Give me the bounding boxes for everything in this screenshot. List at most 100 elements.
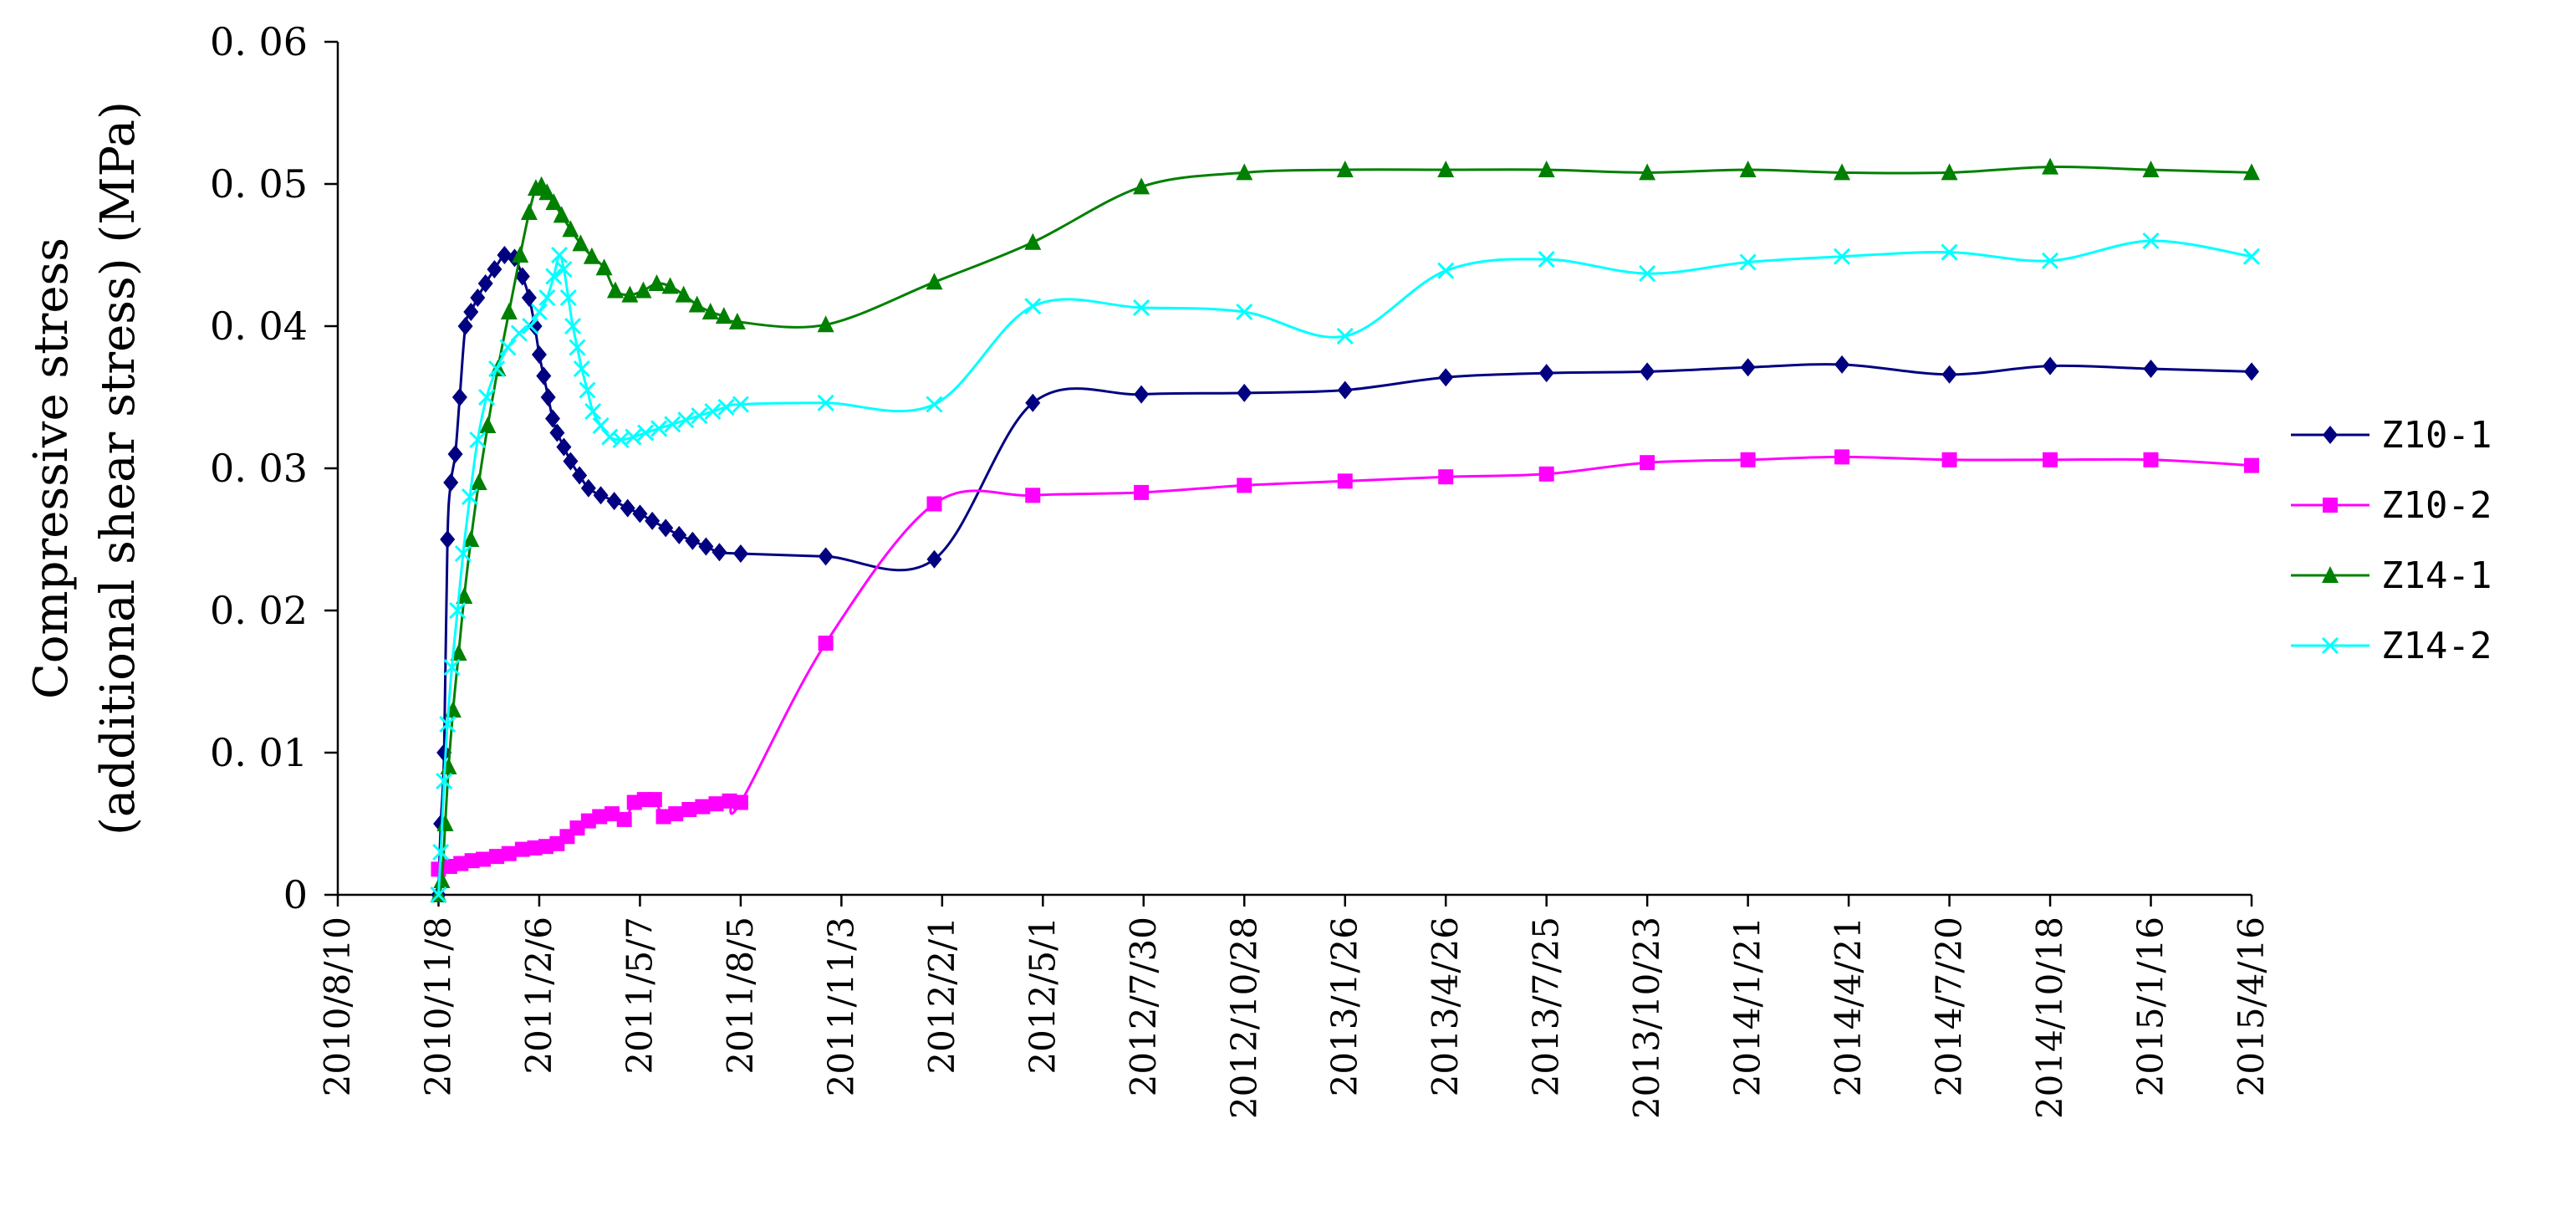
series-layer <box>430 157 2261 904</box>
data-point <box>1740 358 1756 377</box>
data-point <box>1538 466 1554 482</box>
data-point <box>926 496 942 512</box>
data-point <box>1739 161 1757 177</box>
data-point <box>592 809 608 825</box>
data-point <box>661 277 679 294</box>
data-point <box>1237 383 1252 402</box>
data-point <box>479 416 497 433</box>
data-point <box>520 203 538 220</box>
data-point <box>732 794 748 810</box>
data-point <box>545 268 563 285</box>
data-point <box>1237 478 1252 493</box>
data-point <box>439 715 457 733</box>
data-point <box>469 431 487 449</box>
data-point <box>625 428 642 446</box>
data-point <box>817 315 834 333</box>
data-point <box>436 743 452 762</box>
data-point <box>553 206 570 223</box>
data-point <box>432 843 450 861</box>
legend-marker <box>2323 498 2338 513</box>
data-point <box>1133 177 1150 195</box>
data-point <box>688 295 706 313</box>
y-tick-label: 0. 01 <box>210 730 308 775</box>
x-tick-label: 2011/5/7 <box>619 917 660 1075</box>
data-point <box>621 285 639 303</box>
data-point <box>1024 298 1042 315</box>
x-tick-label: 2012/5/1 <box>1022 917 1063 1075</box>
data-point <box>1437 262 1455 279</box>
x-tick-label: 2010/11/8 <box>417 917 458 1096</box>
data-point <box>476 851 492 867</box>
data-point <box>572 234 589 252</box>
data-point <box>497 246 513 264</box>
x-tick-label: 2013/10/23 <box>1626 917 1667 1119</box>
data-point <box>1834 355 1850 374</box>
data-point <box>2142 161 2160 177</box>
axes: 0 0. 01 0. 02 0. 03 0. 04 0. 05 0. 06 2010/8/10… <box>210 19 2272 1119</box>
data-point <box>1639 265 1656 283</box>
data-point <box>1834 163 1851 181</box>
data-point <box>514 267 530 286</box>
legend-marker <box>2323 426 2338 444</box>
data-point <box>2143 360 2159 378</box>
data-point <box>499 339 517 356</box>
data-point <box>655 809 671 825</box>
data-point <box>563 452 579 471</box>
data-point <box>1438 368 1454 387</box>
y-tick-label: 0. 05 <box>210 161 308 207</box>
data-point <box>584 402 602 421</box>
data-point <box>443 473 459 492</box>
data-point <box>1236 303 1253 321</box>
data-point <box>1538 161 1555 177</box>
data-point <box>695 799 711 815</box>
data-point <box>1941 163 1958 181</box>
data-point <box>715 307 732 324</box>
x-tick-label: 2012/10/28 <box>1223 917 1264 1119</box>
data-point <box>1336 327 1354 345</box>
y-axis-label: Compressive stress (additional shear stre… <box>24 101 145 835</box>
data-point <box>616 811 632 827</box>
data-point <box>510 324 528 342</box>
data-point <box>549 423 565 442</box>
y-tick-label: 0. 02 <box>210 588 308 633</box>
data-point <box>1336 161 1354 177</box>
data-point <box>527 317 543 335</box>
data-point <box>712 543 727 562</box>
legend-item: Z10-2 <box>2291 484 2492 527</box>
data-point <box>717 398 735 416</box>
data-point <box>635 281 652 299</box>
data-point <box>1640 455 1655 471</box>
data-point <box>728 312 746 329</box>
data-point <box>926 273 943 290</box>
data-point <box>2041 252 2059 269</box>
data-point <box>1236 163 1253 181</box>
data-point <box>436 772 453 790</box>
data-point <box>698 537 714 556</box>
legend-item: Z14-2 <box>2291 625 2492 667</box>
data-point <box>545 409 561 428</box>
data-point <box>671 525 687 544</box>
data-point <box>1834 248 1851 265</box>
data-point <box>604 806 620 822</box>
x-tick-label: 2013/1/26 <box>1324 917 1365 1096</box>
data-point <box>456 587 473 604</box>
data-point <box>926 549 942 569</box>
x-tick-label: 2011/2/6 <box>518 917 559 1075</box>
data-point <box>488 360 506 378</box>
data-point <box>2043 356 2058 375</box>
data-point <box>645 511 661 530</box>
legend-label: Z14-2 <box>2381 625 2492 667</box>
legend-item: Z14-1 <box>2291 554 2492 597</box>
data-point <box>1133 299 1150 316</box>
legend-marker <box>2322 566 2339 583</box>
data-point <box>606 281 624 299</box>
data-point <box>540 388 556 406</box>
data-point <box>1538 251 1555 268</box>
series-line <box>437 166 2252 896</box>
data-point <box>637 424 655 442</box>
data-point <box>562 220 579 238</box>
data-point <box>457 317 473 335</box>
data-point <box>664 416 681 433</box>
data-point <box>1941 243 1958 261</box>
data-point <box>2142 232 2160 250</box>
